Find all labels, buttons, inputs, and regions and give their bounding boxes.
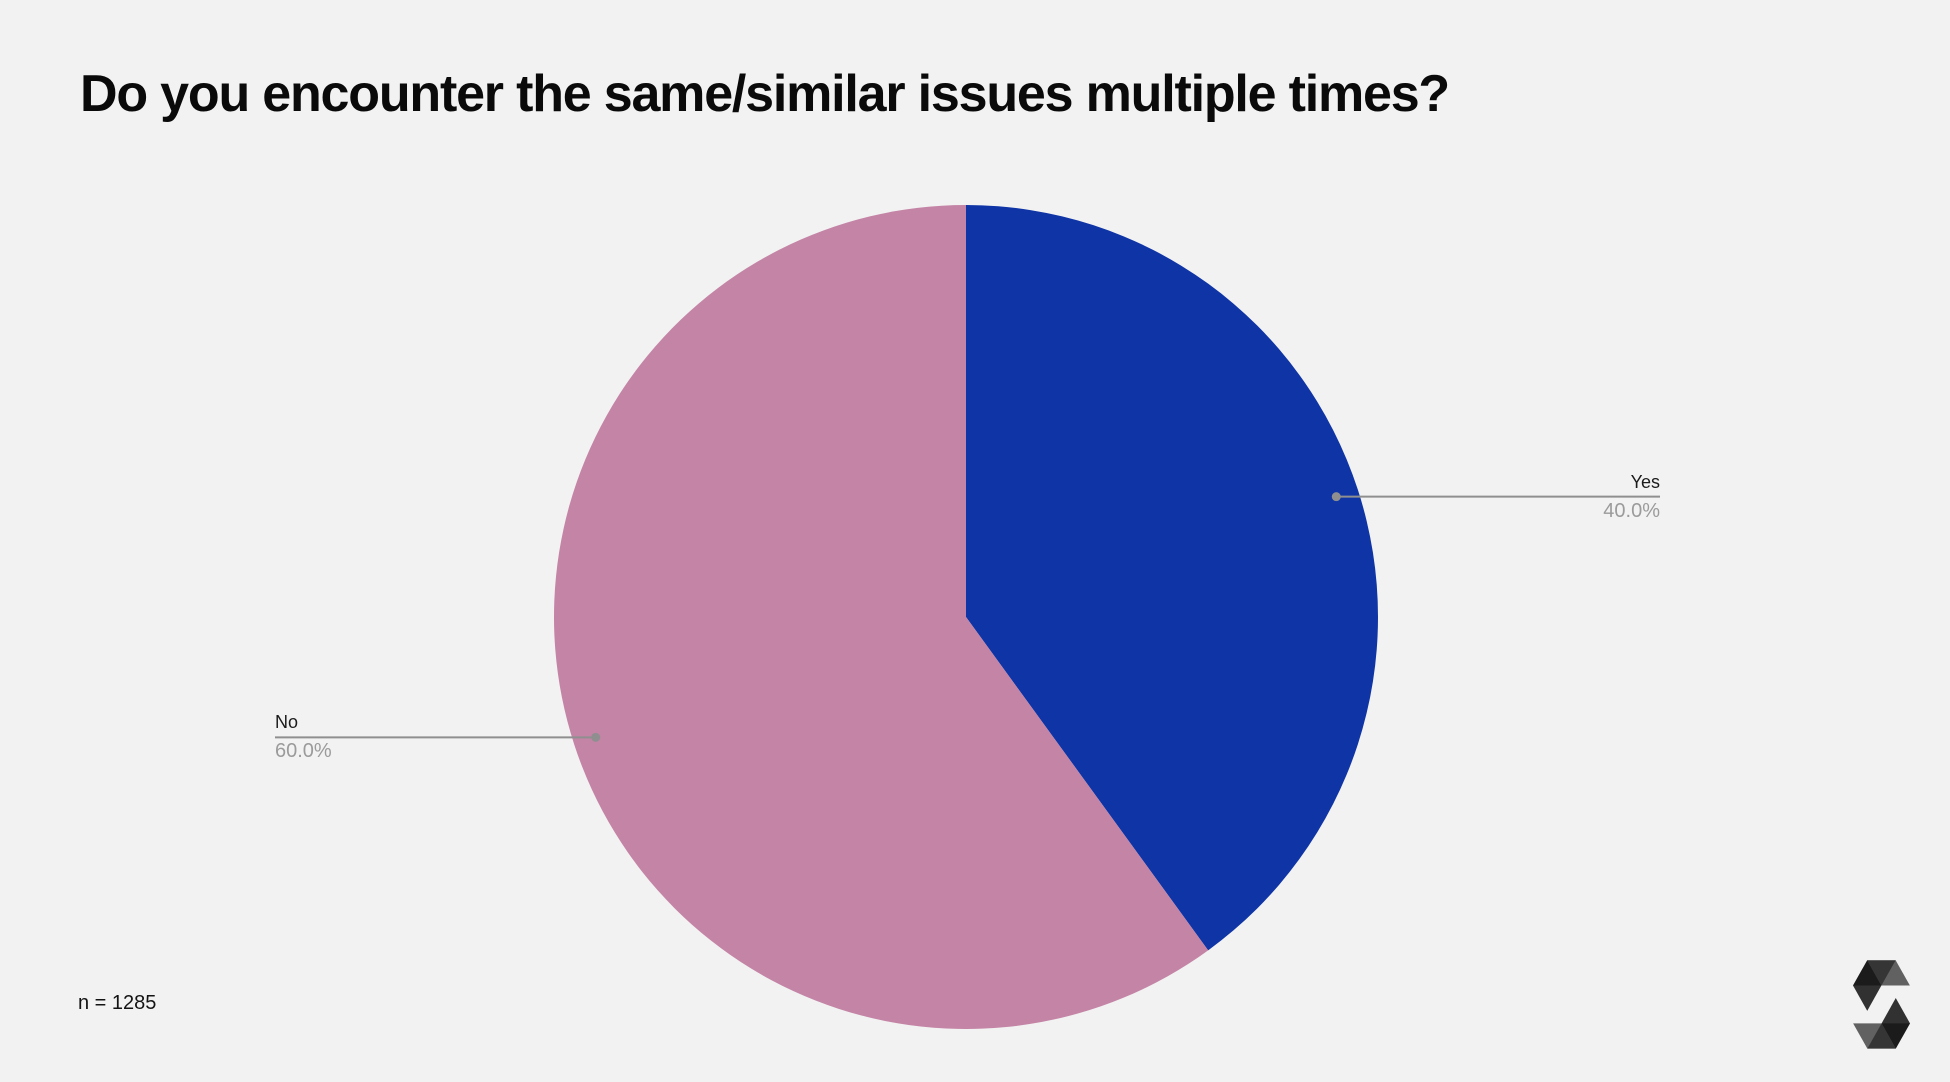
- sample-size-label: n = 1285: [78, 992, 157, 1014]
- callout-no-label: No: [275, 712, 299, 733]
- leader-dot-no: [591, 732, 601, 742]
- callout-yes-percent: 40.0%: [1603, 499, 1660, 522]
- solidity-logo-icon: [1853, 960, 1910, 1049]
- pie-slice-yes: [966, 205, 1378, 951]
- callout-yes: Yes 40.0%: [1603, 470, 1660, 523]
- callout-yes-label: Yes: [1630, 471, 1660, 492]
- pie-slice-no: [553, 205, 1209, 1029]
- callout-no: No 60.0%: [275, 710, 332, 763]
- leader-dot-yes: [1331, 492, 1341, 502]
- callout-no-percent: 60.0%: [275, 740, 332, 763]
- chart-title: Do you encounter the same/similar issues…: [80, 65, 1450, 123]
